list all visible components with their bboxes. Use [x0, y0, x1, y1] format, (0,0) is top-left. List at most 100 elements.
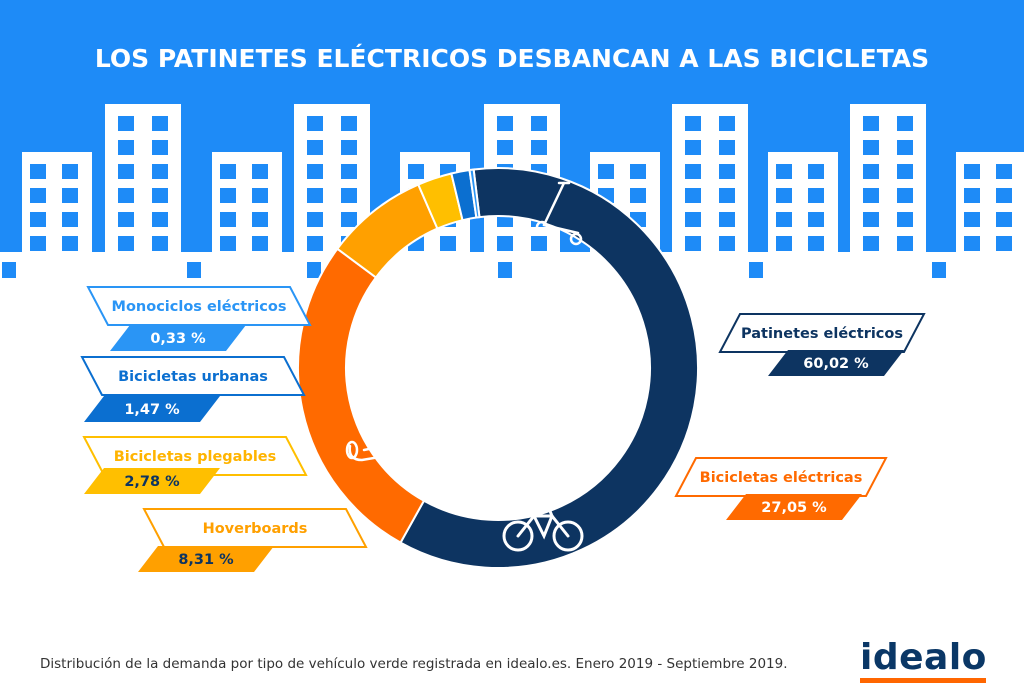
- window: [440, 236, 456, 251]
- window: [341, 188, 357, 203]
- window: [341, 140, 357, 155]
- window: [630, 188, 646, 203]
- window: [62, 188, 78, 203]
- window: [118, 116, 134, 131]
- window: [863, 212, 879, 227]
- window: [220, 236, 236, 251]
- footer-note: Distribución de la demanda por tipo de v…: [40, 656, 788, 672]
- window: [307, 164, 323, 179]
- callout-bicicletas-el-ctricas: Bicicletas eléctricas 27,05 %: [674, 457, 888, 520]
- window: [152, 140, 168, 155]
- window: [685, 212, 701, 227]
- building: [768, 152, 838, 260]
- data-value-label: 2,78 %: [124, 474, 180, 490]
- window: [531, 236, 547, 251]
- donut-slice-bicicletas-el-ctricas: [297, 247, 426, 545]
- window: [863, 188, 879, 203]
- window: [152, 116, 168, 131]
- window: [964, 188, 980, 203]
- window: [252, 236, 268, 251]
- window: [307, 236, 323, 251]
- callout-name-box: [82, 436, 308, 476]
- window: [897, 140, 913, 155]
- electric-bike-icon: [502, 504, 584, 552]
- data-value-label: 0,33 %: [150, 331, 206, 347]
- series-name-label: Bicicletas eléctricas: [700, 470, 863, 486]
- window: [685, 140, 701, 155]
- donut-chart: [297, 167, 699, 569]
- window: [341, 116, 357, 131]
- window: [808, 212, 824, 227]
- window: [996, 212, 1012, 227]
- callout-name-box: [718, 313, 926, 353]
- donut-slice-patinetes-el-ctricos: [399, 167, 699, 569]
- callout-monociclos-el-ctricos: Monociclos eléctricos 0,33 %: [86, 286, 312, 351]
- callout-value-box: [84, 468, 220, 494]
- series-name-label: Patinetes eléctricos: [741, 326, 903, 342]
- window: [776, 236, 792, 251]
- window: [341, 212, 357, 227]
- window: [897, 188, 913, 203]
- window: [307, 212, 323, 227]
- window: [152, 212, 168, 227]
- window: [30, 212, 46, 227]
- window: [408, 164, 424, 179]
- window: [719, 164, 735, 179]
- data-value-label: 1,47 %: [124, 402, 180, 418]
- callout-hoverboards: Hoverboards 8,31 %: [138, 508, 368, 572]
- callout-value-box: [84, 396, 220, 422]
- window: [307, 188, 323, 203]
- callout-name-box: [86, 286, 312, 326]
- callout-value-box: [138, 546, 274, 572]
- callout-patinetes-el-ctricos: Patinetes eléctricos 60,02 %: [718, 313, 926, 376]
- window: [719, 140, 735, 155]
- window: [685, 116, 701, 131]
- window: [152, 188, 168, 203]
- segment-icons: [345, 181, 584, 552]
- window: [996, 236, 1012, 251]
- window: [220, 212, 236, 227]
- window: [719, 188, 735, 203]
- window: [307, 116, 323, 131]
- window: [252, 188, 268, 203]
- window: [531, 140, 547, 155]
- window: [118, 212, 134, 227]
- window: [685, 164, 701, 179]
- building: [672, 104, 748, 260]
- series-name-label: Hoverboards: [203, 521, 308, 537]
- window: [30, 236, 46, 251]
- building: [956, 152, 1024, 260]
- window: [307, 262, 321, 278]
- window: [685, 236, 701, 251]
- building: [105, 104, 181, 260]
- window: [30, 164, 46, 179]
- callout-name-box: [142, 508, 368, 548]
- window: [118, 140, 134, 155]
- window: [497, 140, 513, 155]
- data-value-label: 8,31 %: [178, 552, 234, 568]
- data-value-label: 27,05 %: [761, 500, 827, 516]
- window: [932, 262, 946, 278]
- window: [897, 236, 913, 251]
- window: [776, 164, 792, 179]
- window: [598, 164, 614, 179]
- window: [152, 236, 168, 251]
- callout-name-box: [80, 356, 306, 396]
- window: [808, 188, 824, 203]
- callout-labels: Patinetes eléctricos 60,02 % Bicicletas el…: [80, 286, 926, 572]
- window: [307, 140, 323, 155]
- window: [118, 236, 134, 251]
- series-name-label: Bicicletas plegables: [114, 449, 277, 465]
- building: [212, 152, 282, 260]
- building: [850, 104, 926, 260]
- window: [863, 140, 879, 155]
- data-value-label: 60,02 %: [803, 356, 869, 372]
- callout-value-box: [768, 350, 904, 376]
- window: [497, 236, 513, 251]
- window: [252, 212, 268, 227]
- window: [2, 262, 16, 278]
- idealo-logo[interactable]: idealo: [860, 638, 986, 684]
- window: [62, 212, 78, 227]
- window: [719, 212, 735, 227]
- window: [863, 236, 879, 251]
